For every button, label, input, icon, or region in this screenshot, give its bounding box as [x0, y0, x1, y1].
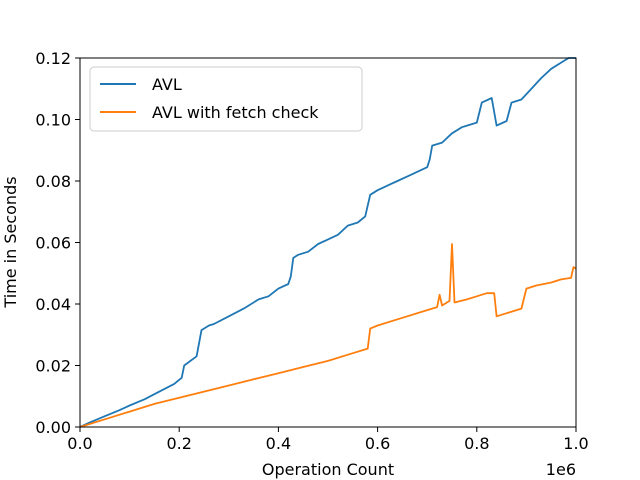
series-line-1 [79, 243, 577, 428]
y-tick-label: 0.08 [35, 172, 71, 191]
y-tick-label: 0.02 [35, 357, 71, 376]
y-tick-label: 0.00 [35, 418, 71, 437]
x-tick-label: 0.0 [67, 434, 92, 453]
y-axis-label: Time in Seconds [1, 176, 20, 308]
x-tick-label: 0.2 [166, 434, 191, 453]
y-axis: 0.00 0.02 0.04 0.06 0.08 0.10 0.12 [35, 49, 80, 437]
legend-box [89, 66, 363, 132]
x-tick-label: 0.6 [365, 434, 390, 453]
x-tick-label: 1.0 [563, 434, 588, 453]
x-axis: 0.0 0.2 0.4 0.6 0.8 1.0 [67, 427, 589, 453]
x-offset-label: 1e6 [546, 460, 576, 479]
x-tick-label: 0.4 [266, 434, 291, 453]
y-tick-label: 0.06 [35, 234, 71, 253]
series-layer [79, 57, 577, 428]
y-tick-label: 0.12 [35, 49, 71, 68]
legend-label-0: AVL [152, 75, 182, 94]
legend: AVL AVL with fetch check [89, 66, 363, 132]
x-axis-label: Operation Count [262, 460, 394, 479]
legend-label-1: AVL with fetch check [152, 103, 319, 122]
x-tick-label: 0.8 [464, 434, 489, 453]
series-line-0 [79, 57, 576, 428]
y-tick-label: 0.04 [35, 295, 71, 314]
y-tick-label: 0.10 [35, 111, 71, 130]
